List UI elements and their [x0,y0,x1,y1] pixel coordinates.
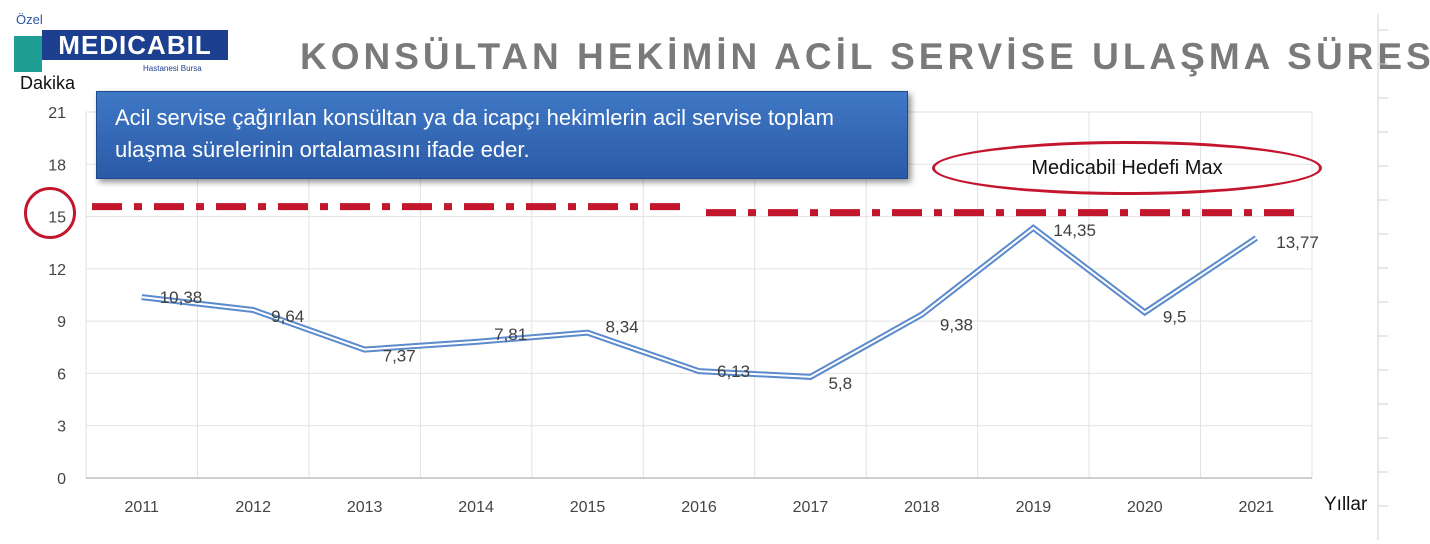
x-tick-label: 2011 [125,499,160,516]
data-label: 7,37 [383,347,416,366]
y-tick-label: 18 [48,157,66,174]
target-label-text: Medicabil Hedefi Max [1031,156,1223,179]
logo-text: MEDICABIL [42,30,228,60]
data-label: 9,64 [271,307,304,326]
data-label: 5,8 [828,374,852,393]
x-tick-label: 2015 [570,499,606,516]
chart-title: KONSÜLTAN HEKİMİN ACİL SERVİSE ULAŞMA SÜ… [300,36,1430,77]
data-label: 9,5 [1163,307,1187,326]
logo-subtitle: Hastanesi Bursa [143,64,202,73]
data-label: 9,38 [940,316,973,335]
x-tick-label: 2020 [1127,499,1163,516]
data-label: 8,34 [606,318,639,337]
x-tick-label: 2016 [681,499,717,516]
y-tick-label: 21 [48,105,66,122]
data-label: 6,13 [717,362,750,381]
data-label: 10,38 [160,288,203,307]
definition-note: Acil servise çağırılan konsültan ya da i… [96,91,908,179]
x-tick-label: 2013 [347,499,383,516]
y-tick-label: 12 [48,262,66,279]
data-label: 7,81 [494,325,527,344]
series-line-inner [141,226,1257,378]
data-label: 13,77 [1276,233,1319,252]
x-tick-label: 2014 [458,499,494,516]
y-tick-label: 3 [57,419,66,436]
x-tick-label: 2018 [904,499,940,516]
x-tick-label: 2017 [793,499,829,516]
logo: MEDICABIL [14,30,228,72]
y-tick-label: 6 [57,366,66,383]
target-line-group [92,203,1306,217]
x-axis-label: Yıllar [1324,494,1368,515]
logo-square [14,36,42,72]
x-tick-label: 2021 [1238,499,1274,516]
y-tick-label: 9 [57,314,66,331]
data-labels: 10,38 9,64 7,37 7,81 8,34 6,13 5,8 9,38 14,35 9,5… [160,221,1319,393]
target-tick-highlight [24,187,76,239]
target-label: Medicabil Hedefi Max [932,141,1322,195]
x-tick-label: 2012 [235,499,271,516]
data-label: 14,35 [1053,221,1096,240]
x-tick-label: 2019 [1016,499,1052,516]
y-axis-label: Dakika [20,73,76,93]
series-group [141,224,1258,380]
y-tick-label: 0 [57,471,66,488]
logo-prefix: Özel [16,12,43,27]
